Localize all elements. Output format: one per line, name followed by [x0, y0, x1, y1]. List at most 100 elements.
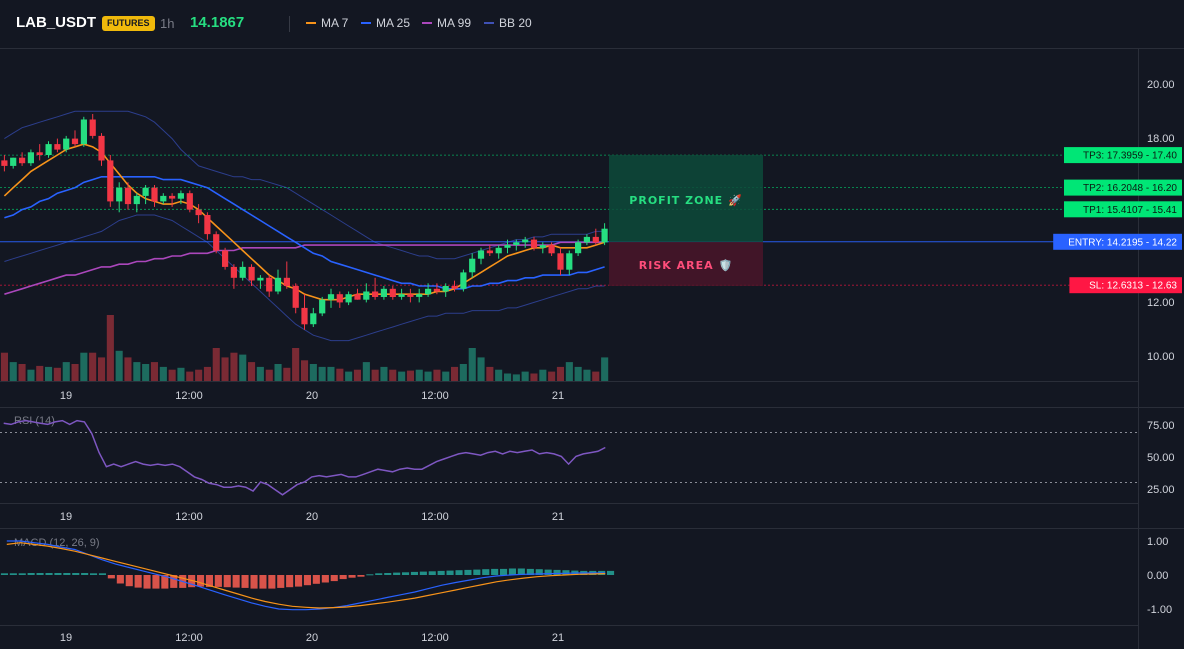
macd-hist-bar — [63, 573, 71, 575]
futures-badge: FUTURES — [102, 16, 155, 31]
macd-tick-1: 1.00 — [1147, 536, 1168, 548]
candle — [522, 236, 529, 248]
candle — [539, 242, 546, 254]
candle — [301, 294, 308, 330]
candle — [486, 245, 493, 256]
volume-bar — [336, 368, 344, 381]
candle-body — [169, 195, 176, 199]
macd-tick-0: 0.00 — [1147, 570, 1168, 582]
macd-hist-bar — [152, 575, 160, 589]
tp3-level-tag[interactable]: TP3: 17.3959 - 17.40 — [1064, 147, 1182, 164]
candle-body — [354, 294, 361, 300]
volume-bar — [583, 369, 591, 381]
price-tick-18: 18.00 — [1147, 133, 1175, 145]
time-axis-main: 19 12:00 20 12:00 21 — [60, 390, 564, 402]
volume-bar — [212, 348, 220, 381]
volume-bar — [539, 369, 547, 381]
candle-body — [451, 286, 458, 289]
candle-body — [248, 266, 255, 281]
rsi-tick-25: 25.00 — [1147, 484, 1175, 496]
macd-hist-bar — [295, 575, 303, 587]
macd-hist-bar — [437, 570, 445, 575]
candle-body — [274, 277, 282, 292]
candle — [575, 239, 582, 256]
risk-zone-label: RISK AREA 🛡️ — [639, 259, 733, 272]
macd-hist-bar — [286, 575, 294, 588]
time-tick-20: 20 — [306, 390, 318, 402]
candle-body — [319, 299, 326, 314]
volume-bar — [521, 371, 529, 381]
volume-bar — [27, 369, 35, 381]
candle-body — [213, 234, 220, 251]
macd-title: MACD (12, 26, 9) — [14, 537, 100, 549]
macd-hist-bar — [482, 569, 490, 575]
macd-hist-bar — [393, 572, 401, 575]
volume-bar — [186, 371, 194, 381]
volume-bar — [80, 352, 88, 381]
price-tick-10: 10.00 — [1147, 351, 1175, 363]
macd-hist-bar — [321, 575, 329, 583]
legend-ma7[interactable]: MA 7 — [306, 16, 348, 30]
tp2-level-tag[interactable]: TP2: 16.2048 - 16.20 — [1064, 179, 1182, 196]
candle — [80, 116, 87, 147]
macd-hist-bar — [90, 573, 98, 575]
candle-body — [124, 187, 132, 205]
candle — [469, 253, 476, 278]
macd-hist-bar — [607, 570, 615, 575]
volume-bar — [380, 366, 388, 381]
volume-bar — [353, 369, 361, 381]
entry-level-tag[interactable]: ENTRY: 14.2195 - 14.22 — [1053, 233, 1182, 250]
candle-body — [89, 119, 96, 136]
moving-averages — [3, 143, 605, 301]
candle — [363, 283, 370, 303]
candle-body — [186, 193, 193, 210]
sl-tag-box — [1069, 277, 1182, 294]
bb-upper-line — [4, 110, 605, 260]
macd-hist-bar — [134, 575, 142, 588]
symbol-name[interactable]: LAB_USDT — [16, 14, 97, 31]
candle — [583, 234, 590, 246]
candle — [566, 250, 573, 276]
macd-hist-bar — [446, 570, 454, 575]
volume-bar — [451, 366, 459, 381]
macd-hist-bar — [36, 573, 44, 575]
macd-hist-bar — [107, 575, 115, 579]
macd-hist-bar — [188, 575, 196, 588]
candle-body — [10, 157, 17, 166]
sl-level-tag[interactable]: SL: 12.6313 - 12.63 — [1069, 277, 1182, 294]
profit-zone-label: PROFIT ZONE 🚀 — [629, 194, 742, 207]
rsi-time-1200a: 12:00 — [175, 511, 203, 523]
candle — [416, 288, 423, 303]
legend-ma25[interactable]: MA 25 — [361, 16, 410, 30]
rsi-time-1200b: 12:00 — [421, 511, 449, 523]
tp1-tag-label: TP1: 15.4107 - 15.41 — [1083, 205, 1177, 216]
ma99-swatch-icon — [422, 22, 432, 24]
candle — [222, 247, 229, 270]
timeframe-label[interactable]: 1h — [160, 16, 175, 31]
tp1-level-tag[interactable]: TP1: 15.4107 - 15.41 — [1064, 201, 1182, 218]
volume-bar — [168, 369, 176, 381]
volume-bar — [477, 357, 485, 381]
candle — [36, 144, 43, 161]
candle-body — [283, 277, 290, 286]
candle — [274, 269, 282, 295]
macd-hist-bar — [54, 573, 62, 575]
volume-bar — [256, 366, 264, 381]
volume-bar — [195, 369, 203, 381]
macd-hist-bar — [116, 575, 124, 584]
macd-hist-bar — [535, 569, 543, 575]
volume-bar — [512, 374, 520, 381]
volume-bar — [486, 366, 494, 381]
volume-bar — [133, 362, 141, 381]
macd-hist-bar — [81, 573, 89, 575]
volume-bar — [18, 364, 26, 381]
legend-ma7-label: MA 7 — [321, 16, 349, 30]
candle — [257, 275, 264, 289]
candle — [1, 155, 8, 172]
legend-ma99[interactable]: MA 99 — [422, 16, 471, 30]
ma7-swatch-icon — [306, 22, 316, 24]
candle — [160, 193, 167, 205]
legend-bb20[interactable]: BB 20 — [484, 16, 532, 30]
candle — [169, 193, 176, 207]
